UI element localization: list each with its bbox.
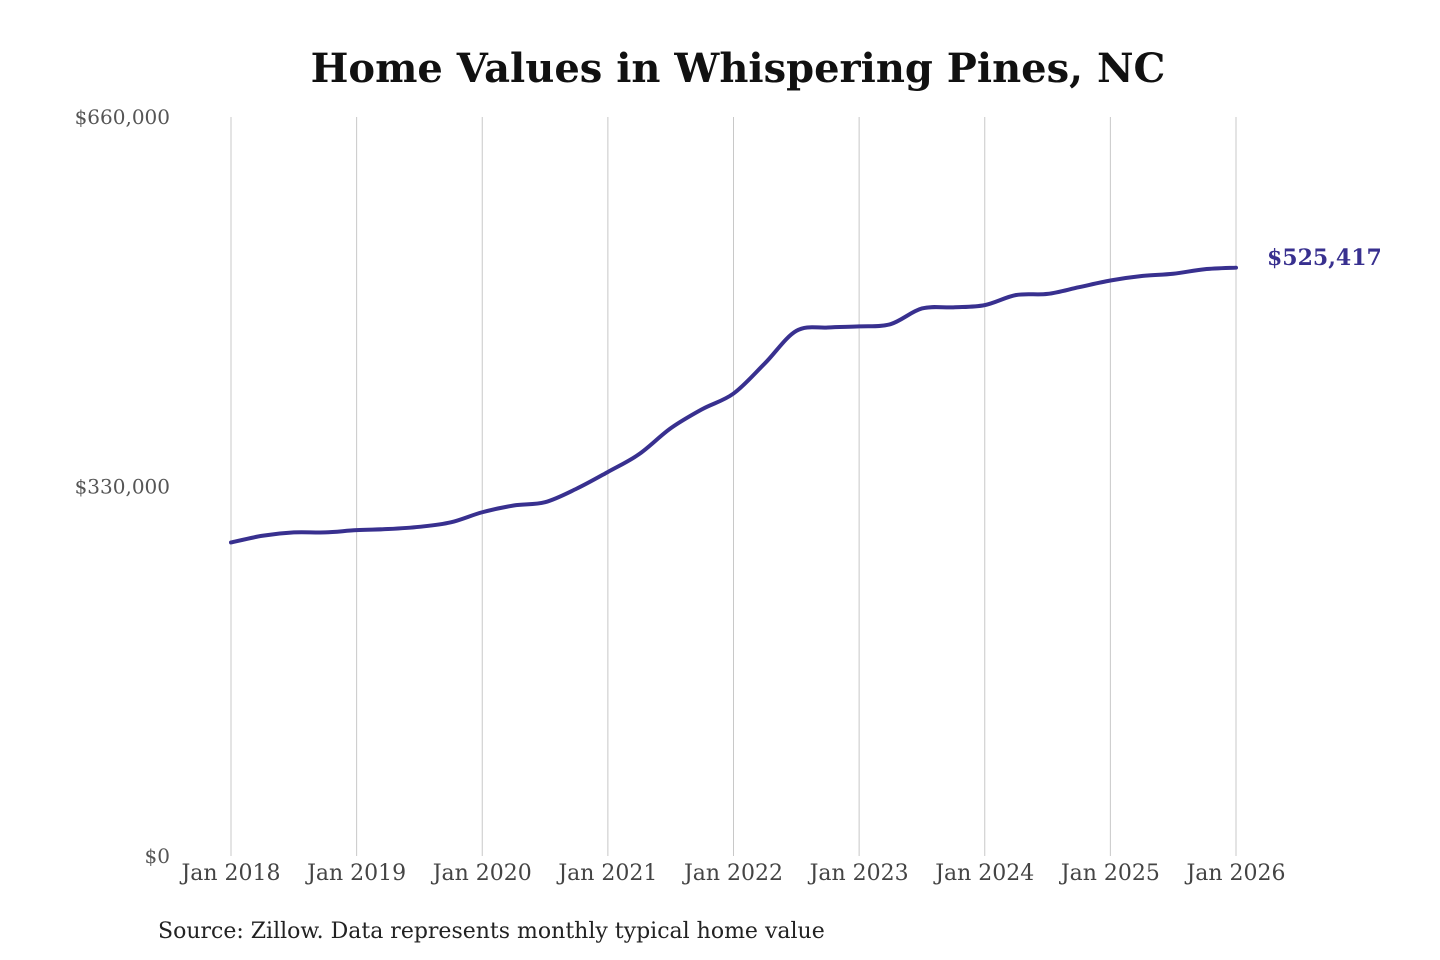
y-axis-tick-labels: $0 $330,000 $660,000 bbox=[75, 105, 170, 868]
x-axis-tick-labels: Jan 2018 Jan 2019 Jan 2020 Jan 2021 Jan 2022… bbox=[179, 861, 1285, 886]
x-tick-label-7: Jan 2025 bbox=[1059, 861, 1160, 886]
x-tick-label-2: Jan 2020 bbox=[431, 861, 532, 886]
chart-title: Home Values in Whispering Pines, NC bbox=[311, 45, 1166, 92]
y-tick-label-0: $0 bbox=[145, 844, 170, 868]
y-tick-label-1: $330,000 bbox=[75, 475, 170, 499]
x-tick-label-8: Jan 2026 bbox=[1184, 861, 1285, 886]
series-line-group bbox=[229, 265, 1238, 545]
x-tick-label-5: Jan 2023 bbox=[808, 861, 909, 886]
x-tick-label-6: Jan 2024 bbox=[933, 861, 1034, 886]
x-tick-label-3: Jan 2021 bbox=[556, 861, 657, 886]
x-tick-label-4: Jan 2022 bbox=[682, 861, 783, 886]
x-tick-label-0: Jan 2018 bbox=[179, 861, 280, 886]
y-tick-label-2: $660,000 bbox=[75, 105, 170, 129]
vertical-gridlines bbox=[230, 117, 1237, 856]
x-tick-label-1: Jan 2019 bbox=[305, 861, 406, 886]
home-value-line bbox=[229, 265, 1238, 545]
source-note: Source: Zillow. Data represents monthly … bbox=[158, 919, 825, 944]
last-value-label: $525,417 bbox=[1267, 245, 1382, 271]
